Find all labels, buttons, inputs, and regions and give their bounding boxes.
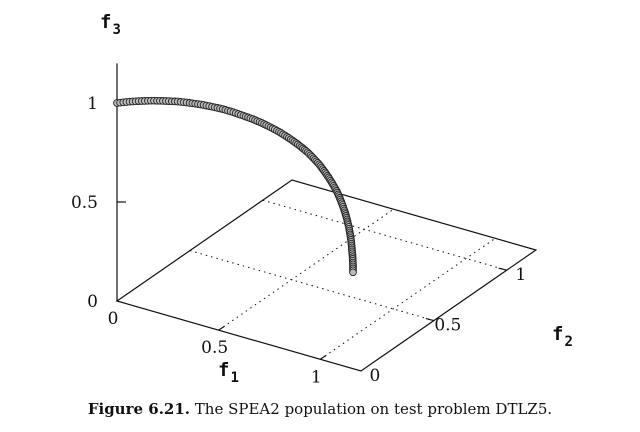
figure-caption: Figure 6.21. The SPEA2 population on tes… — [0, 400, 640, 418]
f2-tick-mark — [425, 317, 435, 322]
dtlz5-3d-scatter: 0 0.5 1 0 0.5 1 0 0.5 1 f3 f1 f2 — [71, 11, 573, 387]
f2-tick-label: 0 — [370, 366, 381, 386]
f1-tick-label: 0.5 — [201, 338, 228, 358]
grid-line-f2 — [189, 250, 434, 322]
f3-axis-label: f3 — [100, 11, 121, 38]
f1-tick-label: 1 — [311, 367, 322, 387]
population-point — [349, 268, 357, 277]
grid-line-f2 — [262, 199, 507, 271]
f3-tick-label: 1 — [87, 94, 98, 114]
figure-number: Figure 6.21. — [87, 400, 191, 418]
f1-tick-mark — [319, 354, 327, 360]
floor-grid — [115, 179, 538, 372]
f1-axis-label: f1 — [218, 359, 239, 386]
figure-caption-text: The SPEA2 population on test problem DTL… — [194, 400, 553, 418]
grid-line-f1 — [218, 208, 394, 331]
f1-tick-label: 0 — [108, 309, 119, 329]
f2-tick-label: 0.5 — [434, 316, 461, 336]
grid-line-f1 — [320, 237, 496, 360]
f2-tick-label: 1 — [515, 265, 526, 285]
f2-axis-label: f2 — [552, 323, 573, 350]
population-points — [113, 96, 357, 277]
f2-tick-mark — [498, 267, 507, 271]
tick-labels: 0 0.5 1 0 0.5 1 0 0.5 1 — [71, 94, 526, 387]
f3-tick-label: 0 — [87, 292, 98, 312]
floor-border — [115, 179, 538, 372]
f3-tick-label: 0.5 — [71, 193, 98, 213]
f1-tick-mark — [218, 325, 225, 331]
